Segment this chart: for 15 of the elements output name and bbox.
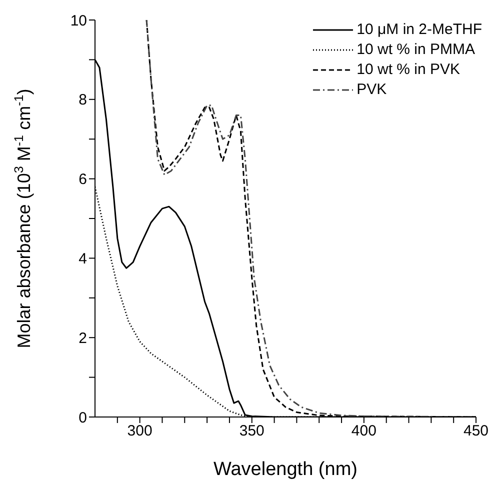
- y-tick-label: 10: [70, 12, 87, 30]
- y-tick-label: 8: [78, 92, 87, 109]
- legend-label: 10 wt % in PMMA: [356, 40, 476, 60]
- x-tick-label: 350: [239, 422, 264, 440]
- x-tick-label: 450: [463, 422, 489, 440]
- legend-label: PVK: [356, 80, 387, 100]
- legend-label: 10 wt % in PVK: [356, 60, 460, 80]
- y-tick-label: 4: [78, 250, 87, 268]
- x-tick-label: 400: [351, 422, 376, 440]
- y-tick-label: 0: [78, 409, 87, 426]
- y-tick-label: 6: [78, 171, 87, 188]
- legend-label: 10 μM in 2-MeTHF: [356, 20, 482, 40]
- x-axis-title: Wavelength (nm): [214, 459, 358, 480]
- x-tick-label: 300: [127, 422, 152, 440]
- y-tick-label: 2: [78, 330, 87, 347]
